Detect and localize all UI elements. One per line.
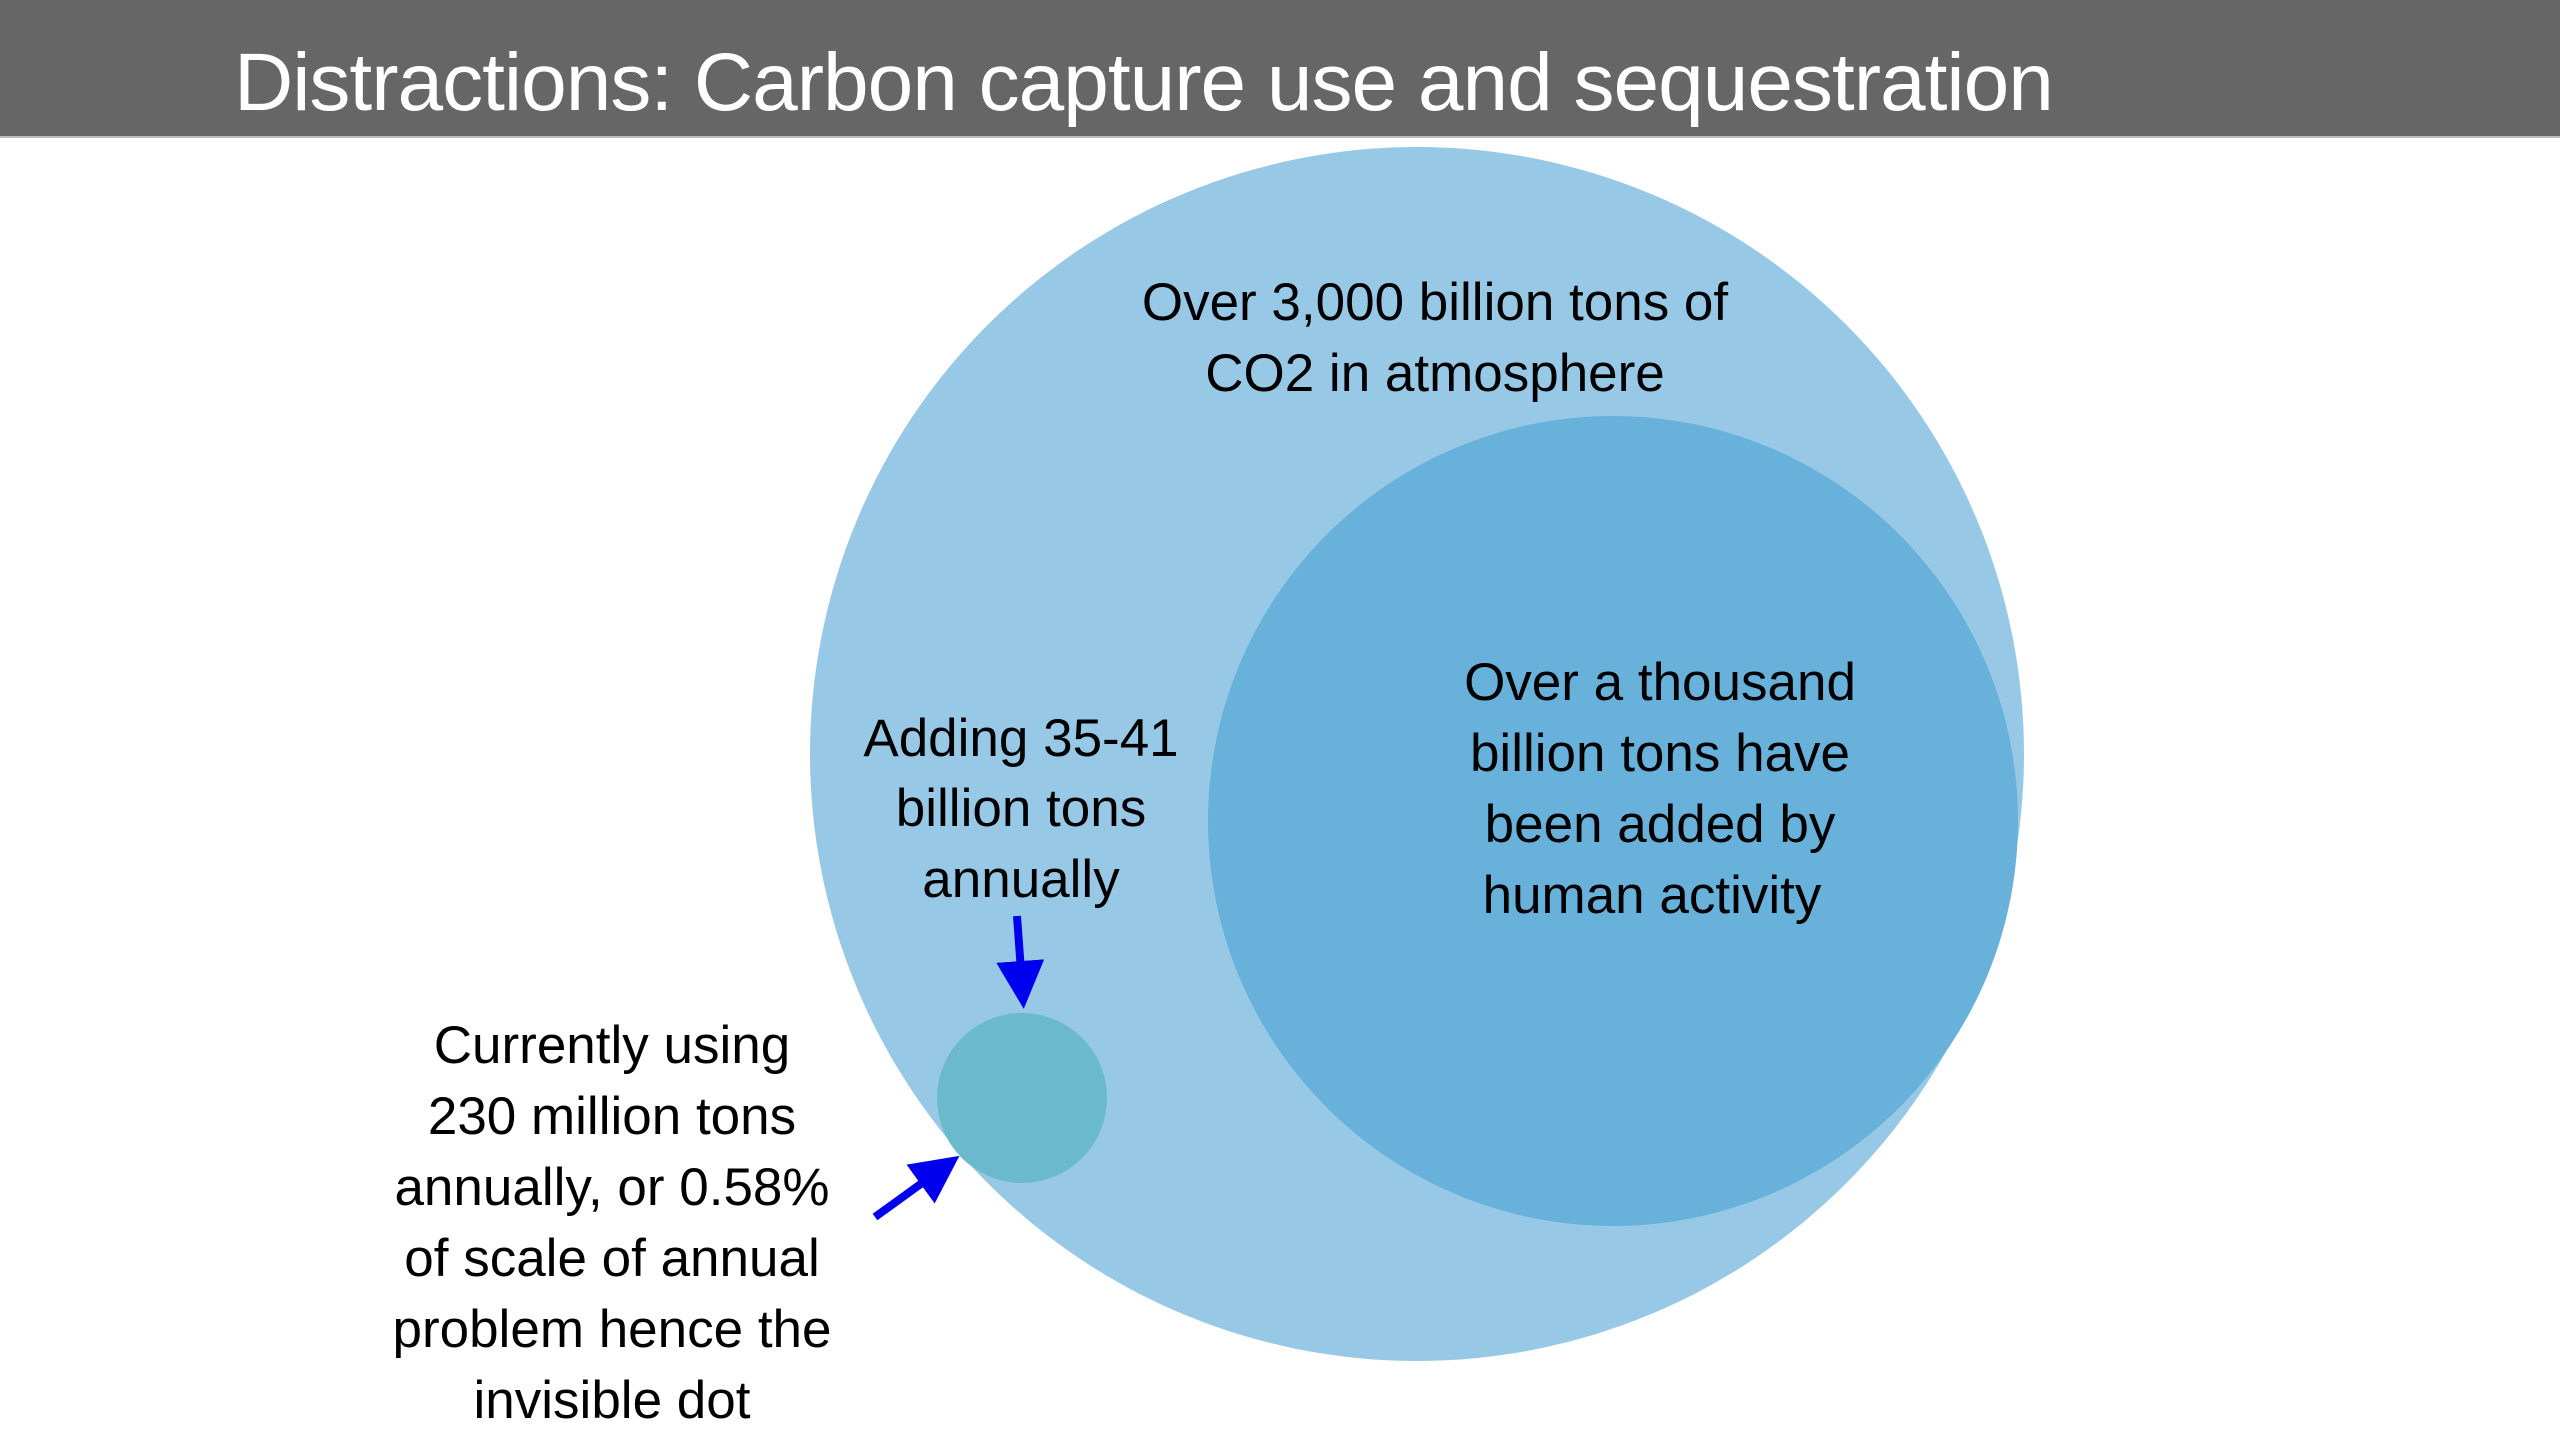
label-line: billion tons have: [1470, 724, 1850, 783]
label-line: been added by: [1485, 795, 1836, 854]
annual-label: Adding 35-41 billion tons annually: [863, 709, 1178, 909]
slide-title: Distractions: Carbon capture use and seq…: [234, 37, 2054, 128]
label-line: problem hence the: [392, 1300, 831, 1359]
label-line: Over a thousand: [1464, 653, 1856, 712]
arrow-down-icon: [996, 915, 1045, 1009]
label-line: 230 million tons: [428, 1087, 796, 1146]
label-line: billion tons: [896, 779, 1146, 838]
label-line: of scale of annual: [404, 1229, 819, 1288]
title-bar: Distractions: Carbon capture use and seq…: [0, 0, 2560, 138]
label-line: CO2 in atmosphere: [1205, 344, 1665, 403]
human-activity-circle: [1208, 416, 2018, 1226]
label-line: annually, or 0.58%: [394, 1158, 829, 1217]
arrow-diagonal-icon: [872, 1155, 960, 1221]
human-activity-label: Over a thousand billion tons have been a…: [1464, 653, 1856, 925]
label-line: Currently using: [434, 1016, 790, 1075]
usage-label: Currently using 230 million tons annuall…: [392, 1016, 831, 1430]
label-line: Over 3,000 billion tons of: [1142, 273, 1729, 332]
atmosphere-label: Over 3,000 billion tons of CO2 in atmosp…: [1142, 273, 1729, 403]
label-line: annually: [922, 850, 1120, 909]
label-line: invisible dot: [474, 1371, 751, 1430]
label-line: Adding 35-41: [863, 709, 1178, 768]
annual-emissions-circle: [937, 1013, 1107, 1183]
label-line: human activity: [1483, 866, 1822, 925]
